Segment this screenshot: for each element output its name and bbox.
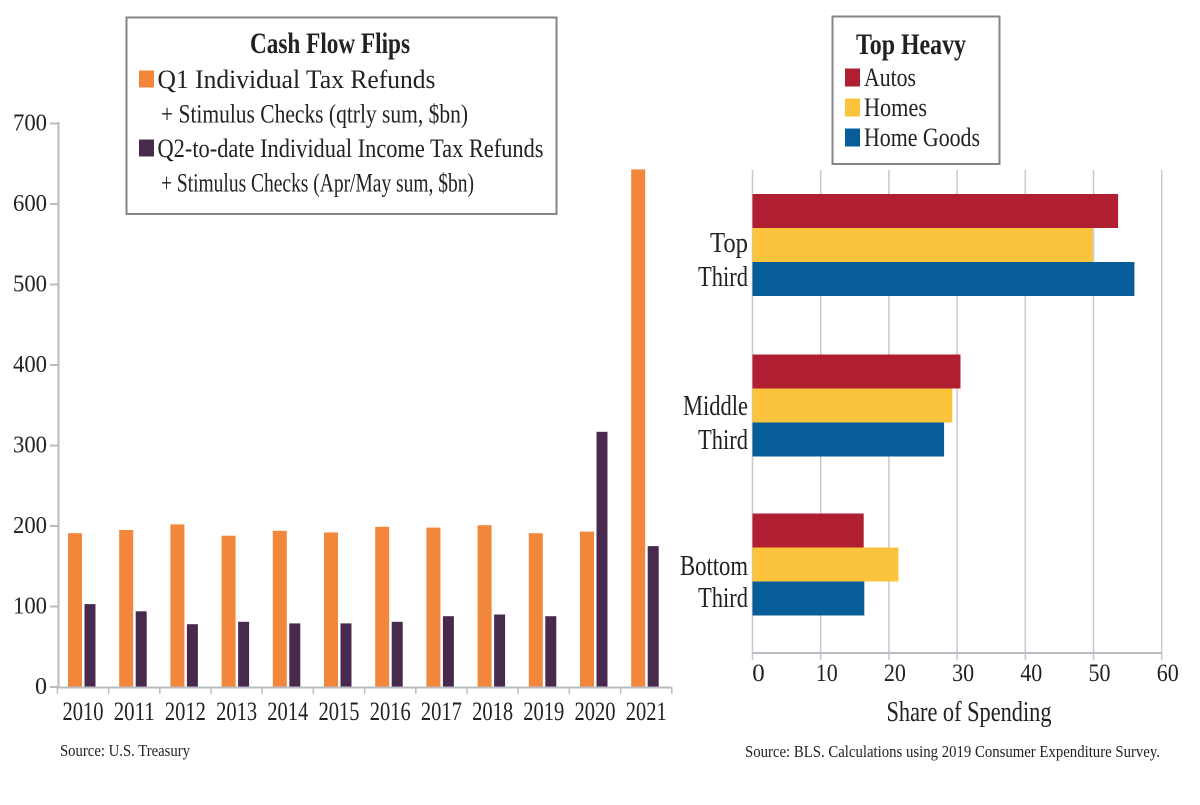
svg-text:2018: 2018 [472, 697, 513, 726]
svg-text:Top Heavy: Top Heavy [856, 28, 966, 61]
svg-text:Q2-to-date Individual Income T: Q2-to-date Individual Income Tax Refunds [158, 134, 544, 163]
svg-text:Third: Third [698, 425, 748, 456]
svg-text:2020: 2020 [575, 697, 616, 726]
svg-text:2019: 2019 [523, 697, 564, 726]
svg-text:Source: U.S. Treasury: Source: U.S. Treasury [60, 741, 190, 760]
svg-text:700: 700 [13, 111, 47, 137]
svg-text:0: 0 [35, 674, 47, 700]
svg-text:2010: 2010 [63, 697, 104, 726]
svg-text:Homes: Homes [864, 93, 927, 122]
svg-text:2011: 2011 [114, 697, 155, 726]
svg-text:50: 50 [1089, 660, 1111, 687]
svg-text:10: 10 [816, 660, 838, 687]
svg-text:500: 500 [13, 272, 47, 298]
svg-text:Bottom: Bottom [680, 551, 748, 582]
svg-text:40: 40 [1020, 660, 1042, 687]
svg-text:Q1 Individual Tax Refunds: Q1 Individual Tax Refunds [158, 65, 436, 94]
svg-text:2012: 2012 [165, 697, 206, 726]
svg-text:200: 200 [13, 513, 47, 539]
svg-text:20: 20 [884, 660, 906, 687]
svg-text:0: 0 [752, 660, 765, 687]
svg-text:2017: 2017 [421, 697, 462, 726]
svg-text:Middle: Middle [683, 391, 748, 422]
svg-text:100: 100 [13, 594, 47, 620]
svg-text:+ Stimulus Checks (qtrly sum,: + Stimulus Checks (qtrly sum, $bn) [161, 100, 468, 129]
svg-text:Third: Third [698, 262, 748, 293]
svg-text:+ Stimulus Checks (Apr/May sum: + Stimulus Checks (Apr/May sum, $bn) [161, 169, 474, 198]
svg-text:600: 600 [13, 191, 47, 217]
svg-text:400: 400 [13, 352, 47, 378]
svg-text:60: 60 [1157, 660, 1179, 687]
svg-text:Autos: Autos [864, 63, 916, 92]
svg-text:Share of Spending: Share of Spending [887, 697, 1052, 728]
svg-text:2013: 2013 [216, 697, 257, 726]
svg-text:2015: 2015 [319, 697, 360, 726]
svg-text:Source: BLS. Calculations usin: Source: BLS. Calculations using 2019 Con… [745, 742, 1160, 761]
svg-text:30: 30 [952, 660, 974, 687]
svg-text:Cash Flow Flips: Cash Flow Flips [250, 27, 410, 60]
svg-text:Third: Third [698, 583, 748, 614]
svg-text:Top: Top [710, 228, 748, 259]
svg-text:2014: 2014 [267, 697, 308, 726]
svg-text:2016: 2016 [370, 697, 411, 726]
svg-text:300: 300 [13, 433, 47, 459]
svg-text:2021: 2021 [626, 697, 667, 726]
svg-text:Home Goods: Home Goods [864, 123, 980, 152]
